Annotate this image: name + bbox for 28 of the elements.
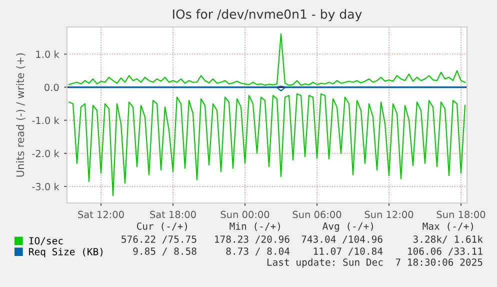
y-tick-label: -2.0 k [32,150,60,158]
text: 3.28k/ 1.61k [413,235,483,244]
y-tick-label: -3.0 k [32,182,60,190]
y-tick-label: 1.0 k [36,50,60,58]
text: 11.07 /10.84 [314,247,383,256]
text: Last update: Sun Dec 7 18:30:06 2025 [267,258,482,268]
x-tick-label: Sun 06:00 [292,210,342,218]
text: 106.06 /33.11 [408,247,482,256]
x-tick-label: Sat 18:00 [150,210,196,218]
text: Max (-/+) [422,222,473,231]
x-tick-label: Sun 00:00 [220,210,270,218]
y-tick-label: 0.0 [44,84,59,92]
text: 8.73 / 8.04 [226,247,290,256]
text: 9.85 / 8.58 [133,247,196,256]
text: 743.04 /104.96 [302,235,382,244]
text: Avg (-/+) [322,222,373,232]
x-tick-label: Sun 18:00 [436,210,486,218]
y-tick-label: -1.0 k [32,116,60,124]
chart-title: IOs for /dev/nvme0n1 - by day [173,9,362,22]
x-tick-label: Sun 12:00 [364,210,414,218]
text: Min (-/+) [230,222,280,231]
text: Cur (-/+) [136,222,187,231]
y-axis-title: Units read (-) / write (+) [16,53,26,177]
text: 178.23 /20.96 [215,235,290,244]
x-tick-label: Sat 12:00 [78,210,124,218]
text: 576.22 /75.75 [122,235,196,244]
legend-label: Req Size (KB) [29,248,102,258]
legend-label: IO/sec [29,237,63,246]
